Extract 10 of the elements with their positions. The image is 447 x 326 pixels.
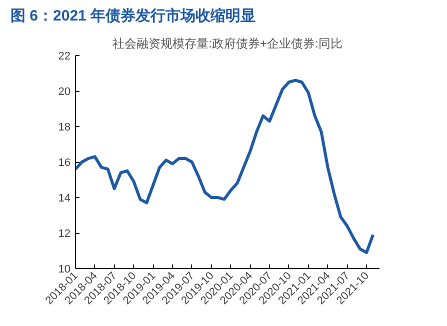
y-tick-label: 16 bbox=[58, 157, 71, 169]
y-tick-label: 10 bbox=[58, 264, 71, 276]
y-tick-label: 22 bbox=[58, 50, 71, 62]
y-tick-label: 20 bbox=[58, 86, 71, 98]
y-tick-label: 18 bbox=[58, 122, 71, 134]
chart-subtitle: 社会融资规模存量:政府债券+企业债券:同比 bbox=[112, 36, 342, 50]
y-tick-label: 12 bbox=[58, 228, 71, 240]
y-tick-label: 14 bbox=[58, 192, 71, 204]
line-series bbox=[76, 78, 375, 254]
chart-title: 图 6：2021 年债券发行市场收缩明显 bbox=[10, 6, 256, 24]
